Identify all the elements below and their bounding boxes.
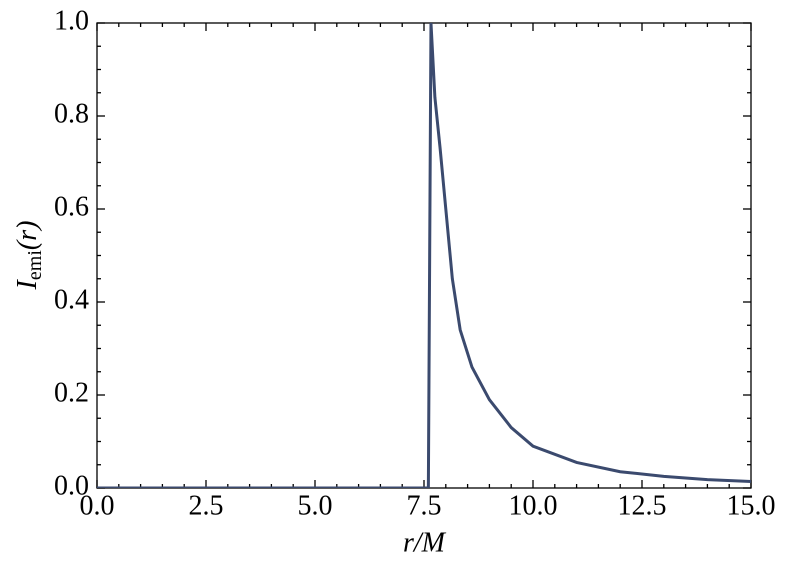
x-tick-label: 7.5 bbox=[407, 490, 442, 521]
y-label-subscript: emi bbox=[24, 250, 46, 280]
y-label-argument: (r) bbox=[12, 221, 43, 251]
x-tick-label: 2.5 bbox=[189, 490, 224, 521]
y-label-symbol: I bbox=[12, 278, 43, 290]
y-tick-label: 0.0 bbox=[54, 470, 89, 501]
y-tick-label: 0.6 bbox=[54, 191, 89, 222]
x-tick-label: 5.0 bbox=[298, 490, 333, 521]
data-line bbox=[97, 23, 751, 488]
x-tick-label: 15.0 bbox=[727, 490, 776, 521]
x-tick-label: 12.5 bbox=[618, 490, 667, 521]
y-tick-label: 0.4 bbox=[54, 284, 89, 315]
y-tick-label: 1.0 bbox=[54, 5, 89, 36]
x-axis-label: r/M bbox=[403, 527, 447, 558]
y-tick-label: 0.2 bbox=[54, 377, 89, 408]
plot-frame bbox=[96, 22, 752, 489]
y-axis-label: Iemi(r) bbox=[12, 221, 45, 291]
x-tick-label: 0.0 bbox=[80, 490, 115, 521]
y-tick-label: 0.8 bbox=[54, 98, 89, 129]
x-tick-label: 10.0 bbox=[509, 490, 558, 521]
